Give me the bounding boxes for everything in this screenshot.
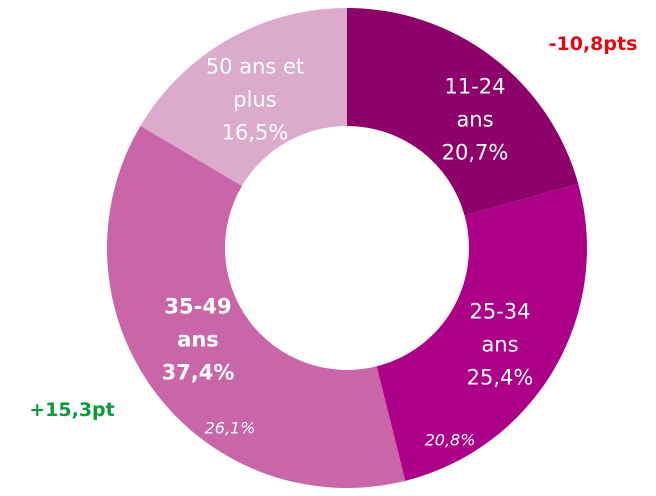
label-text: 50 ans et plus — [205, 54, 305, 112]
segment-label: 35-49 ans 37,4% — [153, 291, 243, 390]
label-text: 16,5% — [221, 120, 289, 145]
label-text: 37,4% — [161, 360, 235, 385]
donut-segment — [376, 183, 588, 481]
label-text: 25-34 ans — [469, 299, 531, 357]
label-text: 25,4% — [466, 365, 534, 390]
label-text: 35-49 ans — [164, 294, 232, 352]
annotation: 26,1% — [204, 418, 256, 438]
donut-segment — [140, 8, 347, 186]
donut-segment — [107, 125, 406, 488]
segment-label: 50 ans et plus 16,5% — [200, 51, 310, 150]
label-text: 11-24 ans — [444, 74, 506, 132]
annotation: -10,8pts — [548, 33, 638, 55]
label-text: 20,7% — [441, 140, 509, 165]
annotation: +15,3pt — [29, 399, 115, 421]
annotation: 20,8% — [424, 430, 476, 450]
segment-label: 11-24 ans 20,7% — [435, 71, 515, 170]
segment-label: 25-34 ans 25,4% — [460, 296, 540, 395]
donut-segment — [347, 8, 579, 216]
